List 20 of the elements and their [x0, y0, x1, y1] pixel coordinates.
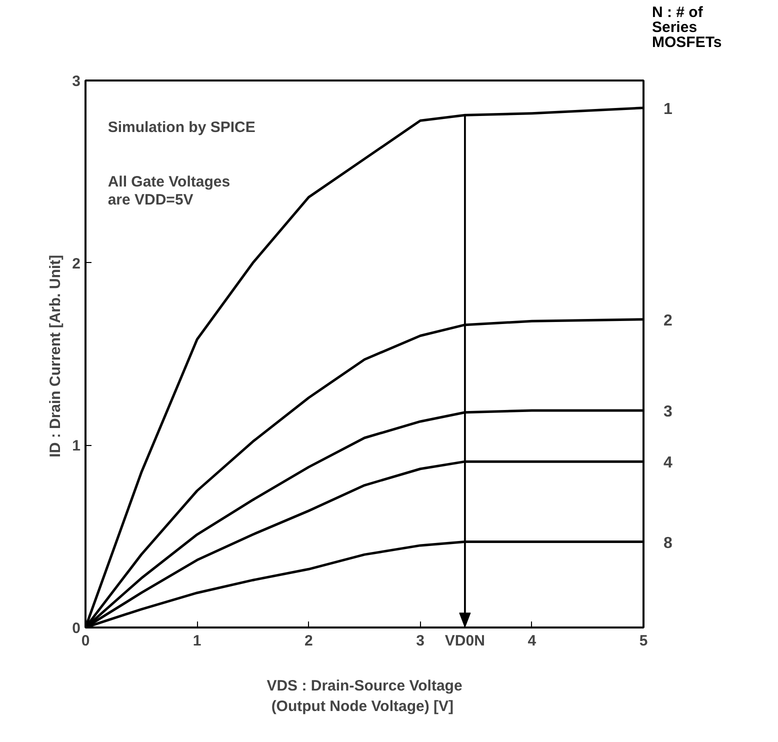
y-axis-title: ID : Drain Current [Arb. Unit]	[47, 254, 64, 458]
y-tick-label: 3	[72, 73, 80, 90]
annotation: Simulation by SPICE	[108, 118, 256, 136]
annotation: All Gate Voltages are VDD=5V	[108, 173, 230, 208]
y-tick-label: 1	[72, 438, 80, 455]
x-tick-label: 3	[416, 632, 424, 650]
x-tick-label: VD0N	[444, 632, 485, 650]
series-label: 2	[664, 312, 672, 330]
series-label: 3	[664, 404, 672, 421]
x-tick-label: 1	[192, 632, 202, 650]
series-label: 1	[664, 100, 672, 118]
x-tick-label: 4	[528, 632, 537, 650]
legend-title: N : # of Series MOSFETs	[652, 4, 722, 51]
y-tick-label: 0	[72, 620, 80, 637]
series-label: 8	[664, 534, 672, 552]
x-tick-label: 2	[304, 632, 313, 650]
y-tick-label: 2	[72, 255, 80, 272]
series-label: 4	[664, 454, 672, 472]
x-axis-title: VDS : Drain-Source Voltage (Output Node Voltage) [V]	[266, 678, 462, 715]
x-tick-label: 5	[639, 632, 648, 650]
